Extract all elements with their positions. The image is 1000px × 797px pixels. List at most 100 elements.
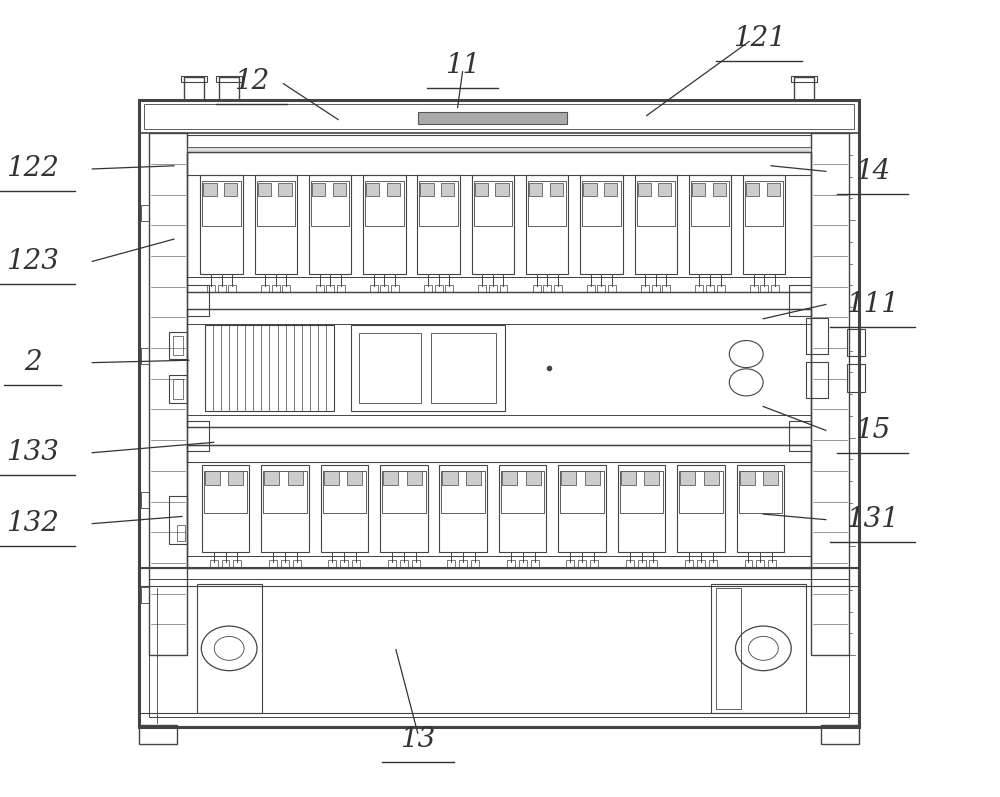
Bar	[187, 556, 811, 568]
Bar	[806, 318, 828, 354]
Bar	[187, 285, 209, 316]
Bar	[141, 587, 149, 603]
Bar	[637, 181, 675, 226]
Bar	[767, 183, 780, 197]
Bar	[763, 471, 778, 485]
Bar	[791, 76, 817, 82]
Bar	[561, 471, 576, 485]
Bar	[604, 183, 617, 197]
Bar	[347, 471, 362, 485]
Bar	[324, 471, 339, 485]
Bar	[187, 309, 811, 427]
Bar	[321, 465, 368, 552]
Bar	[181, 76, 207, 82]
Bar	[529, 183, 542, 197]
Bar	[340, 560, 348, 567]
Bar	[439, 465, 487, 552]
Bar	[680, 471, 695, 485]
Text: 133: 133	[6, 439, 59, 466]
Bar	[533, 285, 541, 292]
Bar	[407, 471, 422, 485]
Bar	[197, 584, 262, 713]
Bar	[590, 560, 598, 567]
Bar	[207, 285, 215, 292]
Bar	[258, 183, 271, 197]
Bar	[187, 415, 811, 427]
Bar	[233, 560, 241, 567]
Bar	[263, 471, 307, 513]
Bar	[383, 471, 398, 485]
Bar	[756, 560, 764, 567]
Bar	[847, 364, 865, 392]
Bar	[272, 285, 280, 292]
Bar	[205, 471, 220, 485]
Bar	[713, 183, 726, 197]
Bar	[219, 77, 239, 100]
Bar	[550, 183, 563, 197]
Bar	[420, 183, 434, 197]
Bar	[257, 181, 295, 226]
Bar	[583, 183, 597, 197]
Bar	[554, 285, 562, 292]
Bar	[187, 277, 811, 292]
Bar	[697, 560, 705, 567]
Bar	[380, 285, 388, 292]
Bar	[745, 181, 783, 226]
Bar	[177, 525, 185, 541]
Bar	[424, 285, 432, 292]
Bar	[281, 560, 289, 567]
Bar	[173, 336, 183, 355]
Bar	[472, 175, 514, 274]
Bar	[531, 560, 539, 567]
Bar	[679, 471, 723, 513]
Bar	[582, 181, 621, 226]
Bar	[149, 579, 849, 717]
Bar	[474, 181, 512, 226]
Text: 15: 15	[855, 417, 890, 444]
Bar	[447, 560, 455, 567]
Bar	[771, 285, 779, 292]
Bar	[412, 560, 420, 567]
Bar	[400, 560, 408, 567]
Bar	[587, 285, 595, 292]
Bar	[293, 560, 301, 567]
Bar	[204, 471, 247, 513]
Bar	[717, 285, 725, 292]
Bar	[187, 152, 811, 292]
Bar	[139, 568, 859, 586]
Bar	[139, 100, 859, 133]
Bar	[261, 465, 309, 552]
Bar	[716, 588, 741, 709]
Bar	[689, 175, 731, 274]
Bar	[597, 285, 605, 292]
Bar	[466, 471, 481, 485]
Bar	[418, 112, 567, 124]
Bar	[203, 183, 217, 197]
Bar	[638, 560, 646, 567]
Bar	[202, 181, 241, 226]
Bar	[311, 181, 349, 226]
Bar	[435, 285, 443, 292]
Bar	[580, 175, 623, 274]
Bar	[380, 465, 428, 552]
Bar	[187, 427, 811, 445]
Bar	[200, 175, 243, 274]
Bar	[352, 560, 360, 567]
Bar	[558, 465, 606, 552]
Bar	[431, 333, 496, 403]
Bar	[210, 560, 218, 567]
Bar	[618, 465, 665, 552]
Bar	[187, 445, 811, 568]
Text: 111: 111	[846, 291, 899, 318]
Bar	[216, 76, 242, 82]
Bar	[224, 183, 237, 197]
Bar	[187, 292, 811, 309]
Bar	[821, 725, 859, 744]
Bar	[626, 560, 634, 567]
Bar	[139, 100, 859, 727]
Text: 123: 123	[6, 248, 59, 275]
Text: 12: 12	[234, 68, 269, 95]
Bar	[326, 285, 334, 292]
Bar	[288, 471, 303, 485]
Bar	[382, 471, 426, 513]
